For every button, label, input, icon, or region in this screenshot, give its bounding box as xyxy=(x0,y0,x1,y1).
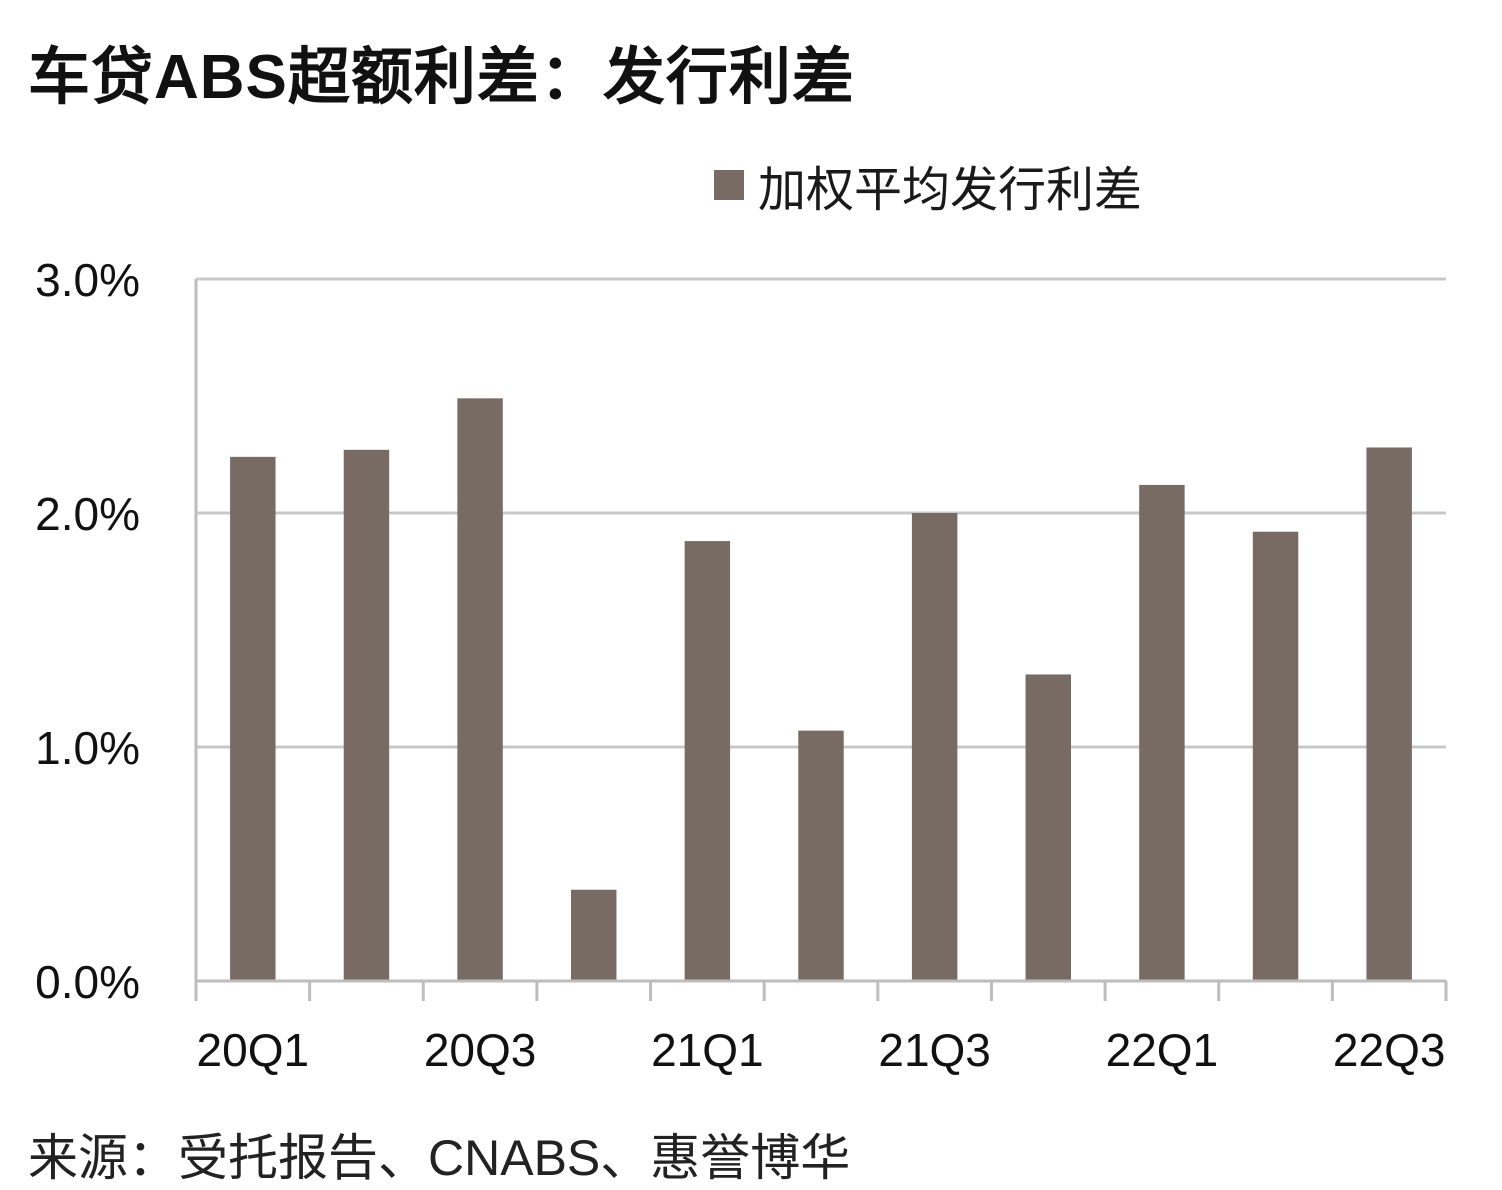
bar-20Q2 xyxy=(343,449,390,981)
legend-label: 加权平均发行利差 xyxy=(758,164,1143,217)
y-tick-label: 2.0% xyxy=(35,488,140,540)
x-tick-label: 21Q1 xyxy=(651,1024,764,1076)
bar-21Q4 xyxy=(1025,674,1071,981)
y-tick-label: 0.0% xyxy=(35,956,140,1008)
x-tick-label: 22Q1 xyxy=(1106,1024,1219,1076)
bar-22Q3 xyxy=(1366,447,1412,982)
bar-20Q3 xyxy=(457,398,503,982)
x-tick-label: 20Q1 xyxy=(197,1024,310,1076)
x-tick-label: 20Q3 xyxy=(424,1024,537,1076)
legend-swatch xyxy=(714,170,744,200)
bar-22Q1 xyxy=(1139,484,1185,981)
x-tick-label: 22Q3 xyxy=(1333,1024,1446,1076)
x-tick-label: 21Q3 xyxy=(878,1024,991,1076)
axis-layer xyxy=(194,279,1448,1001)
bar-layer xyxy=(230,398,1412,982)
bar-20Q1 xyxy=(230,456,276,982)
y-tick-label: 1.0% xyxy=(35,722,140,774)
legend: 加权平均发行利差 xyxy=(714,150,1142,220)
source-note: 来源：受托报告、CNABS、惠誉博华 xyxy=(28,1130,851,1186)
bar-22Q2 xyxy=(1252,531,1299,981)
bar-21Q1 xyxy=(684,541,731,981)
label-layer: 0.0% 1.0% 2.0% 3.0% 20Q1 20Q3 21Q1 21Q3 22Q1 22Q3 xyxy=(35,254,1445,1076)
bar-21Q2 xyxy=(798,730,844,981)
bar-20Q4 xyxy=(571,889,617,981)
chart-title: 车贷ABS超额利差：发行利差 xyxy=(28,43,855,112)
bar-21Q3 xyxy=(911,513,958,981)
y-tick-label: 3.0% xyxy=(35,254,140,306)
